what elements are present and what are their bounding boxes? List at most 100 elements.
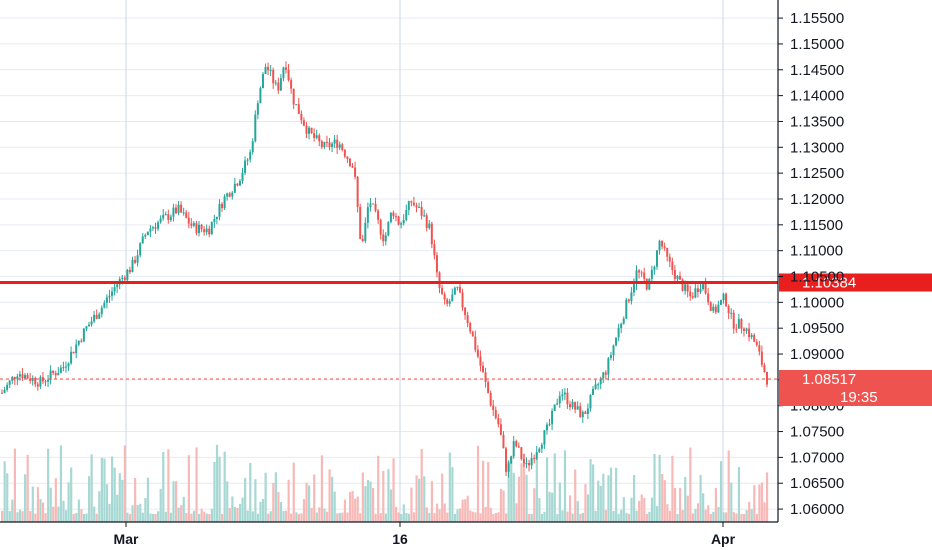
candle-body [111, 291, 114, 296]
volume-bar [630, 497, 633, 522]
volume-bar [300, 513, 303, 522]
candle-body [712, 306, 715, 311]
candle-body [187, 217, 190, 224]
candle-body [318, 135, 321, 142]
candle-body [758, 345, 761, 352]
candle-body [607, 358, 610, 375]
candle-body [766, 371, 768, 385]
candle-body [466, 315, 469, 324]
candle-body [205, 228, 208, 233]
volume-bar [41, 502, 45, 522]
volume-bar [198, 513, 201, 522]
candle-body [348, 158, 351, 167]
candle-body [21, 374, 24, 379]
candle-body [643, 272, 646, 279]
candle-body [586, 408, 589, 414]
volume-bar [395, 507, 398, 522]
volume-bar [435, 503, 439, 522]
candle-body [231, 192, 234, 197]
candle-body [24, 375, 27, 379]
volume-bar [305, 482, 308, 522]
time-axis[interactable]: Mar 16 Apr [0, 521, 778, 547]
candle-body [469, 323, 472, 332]
volume-bar [732, 512, 735, 522]
candle-body [62, 367, 65, 369]
volume-bar [267, 513, 270, 522]
volume-bar [581, 512, 584, 522]
candle-body [753, 334, 756, 342]
candle-body [655, 250, 658, 267]
volume-bar [494, 512, 497, 522]
candle-body [625, 299, 628, 319]
candle-body [745, 328, 748, 331]
volume-bar [151, 513, 155, 522]
candle-body [482, 365, 485, 373]
volume-bar [464, 499, 467, 522]
volume-bar [755, 513, 758, 522]
candle-body [80, 340, 83, 342]
candle-body [103, 302, 106, 308]
candle-body [594, 384, 597, 389]
candle-body [87, 324, 90, 327]
volume-bar [8, 511, 11, 522]
volume-bar [592, 464, 595, 522]
candle-body [328, 142, 331, 147]
candle-body [39, 377, 42, 387]
countdown-label: 19:35 [840, 389, 878, 406]
volume-bar [750, 509, 753, 522]
volume-bar [87, 476, 91, 522]
volume-bar [760, 482, 764, 522]
price-axis[interactable]: 1.15500 1.15000 1.14500 1.14000 1.13500 1.130… [777, 0, 844, 522]
volume-bar [604, 509, 608, 522]
volume-bar [568, 495, 572, 522]
volume-bar [93, 506, 96, 522]
candle-body [259, 88, 262, 104]
candle-body [213, 218, 216, 223]
candle-body [292, 88, 295, 105]
candle-body [164, 214, 167, 216]
candle-body [428, 223, 431, 228]
volume-bar [507, 461, 510, 522]
candle-body [185, 212, 188, 218]
candle-body [648, 278, 651, 290]
volume-bar [205, 513, 208, 522]
volume-bar [226, 481, 229, 522]
volume-bar [392, 458, 395, 522]
horizontal-line-layer[interactable]: 1.10384 [0, 273, 932, 292]
candle-body [238, 180, 241, 186]
volume-bar [59, 445, 63, 522]
volume-bar [238, 504, 242, 522]
candle-body [430, 223, 433, 245]
volume-bar [576, 500, 579, 522]
volume-bar [471, 511, 474, 522]
volume-bar [24, 474, 27, 522]
candle-body [597, 384, 600, 386]
volume-bar [655, 506, 659, 522]
volume-bar [482, 460, 485, 522]
volume-bar [256, 513, 260, 522]
volume-bar [18, 509, 22, 522]
candle-body [574, 401, 577, 410]
volume-bar [714, 487, 718, 522]
volume-bar [231, 496, 234, 522]
candle-body [77, 340, 80, 345]
candle-body [505, 448, 508, 472]
candle-body [195, 223, 198, 234]
candle-body [471, 331, 474, 337]
volume-bar [241, 497, 244, 522]
countdown-tag [779, 387, 932, 406]
volume-bar [545, 457, 549, 522]
volume-bar [748, 502, 751, 522]
candle-body [617, 328, 620, 338]
volume-bar [548, 491, 551, 522]
candle-body [308, 127, 311, 134]
candle-body [702, 283, 705, 290]
volume-bar [351, 490, 354, 522]
volume-bar [520, 463, 523, 522]
volume-bar [218, 456, 221, 522]
volume-bar [446, 512, 449, 522]
volume-bar [694, 509, 697, 522]
candle-body [507, 463, 510, 472]
candle-body [359, 206, 362, 239]
